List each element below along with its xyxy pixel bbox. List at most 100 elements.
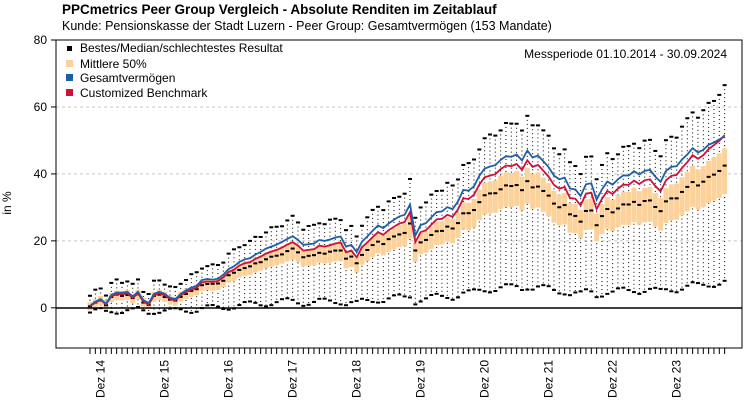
best-marker-2019-10: [407, 177, 412, 180]
best-marker-2023-01: [615, 153, 620, 156]
worst-marker-2024-08: [717, 283, 722, 286]
median-marker-2015-08: [141, 301, 146, 304]
band-2016-09: [210, 279, 216, 291]
worst-marker-2018-04: [311, 300, 316, 303]
chart-subtitle: Kunde: Pensionskasse der Stadt Luzern - …: [62, 19, 552, 33]
best-marker-2018-01: [295, 221, 300, 224]
median-marker-2018-02: [301, 256, 306, 259]
measurement-period: Messperiode 01.10.2014 - 30.09.2024: [524, 47, 727, 61]
best-marker-2024-01: [679, 125, 684, 128]
median-marker-2023-09: [658, 210, 663, 213]
worst-marker-2023-06: [642, 290, 647, 293]
median-marker-2019-02: [365, 248, 370, 251]
band-2023-06: [642, 187, 648, 223]
band-2022-09: [594, 213, 600, 242]
band-2022-04: [567, 203, 573, 233]
best-median-worst-markers: [88, 84, 727, 315]
median-marker-2016-12: [226, 274, 231, 277]
median-marker-2023-10: [663, 200, 668, 203]
band-2023-01: [615, 195, 621, 228]
median-marker-2020-06: [450, 227, 455, 230]
worst-marker-2020-09: [466, 289, 471, 292]
median-marker-2019-10: [407, 222, 412, 225]
worst-marker-2015-02: [109, 311, 114, 314]
worst-marker-2020-04: [439, 294, 444, 297]
median-marker-2021-06: [514, 184, 519, 187]
band-2018-12: [354, 256, 360, 273]
band-2020-04: [439, 220, 445, 245]
best-marker-2020-11: [477, 148, 482, 151]
band-2024-09: [722, 148, 728, 195]
median-marker-2020-02: [429, 233, 434, 236]
best-marker-2017-06: [258, 235, 263, 238]
median-marker-2014-10: [88, 305, 92, 308]
band-2018-07: [327, 244, 333, 263]
worst-marker-2023-01: [615, 287, 620, 290]
band-2021-12: [546, 183, 552, 217]
best-marker-2019-09: [402, 192, 407, 195]
best-marker-2024-03: [690, 111, 695, 114]
best-marker-2020-05: [445, 181, 450, 184]
median-marker-2017-04: [247, 265, 252, 268]
best-marker-2017-03: [242, 244, 247, 247]
median-marker-2021-01: [487, 192, 492, 195]
best-marker-2024-06: [706, 101, 711, 104]
band-2023-07: [647, 187, 653, 222]
best-marker-2021-11: [541, 129, 546, 132]
worst-marker-2017-04: [247, 300, 252, 303]
best-marker-2022-07: [583, 155, 588, 158]
band-2020-06: [450, 219, 456, 244]
median-marker-2016-05: [189, 289, 194, 292]
median-marker-2022-04: [567, 213, 572, 216]
best-marker-2016-07: [199, 267, 204, 270]
worst-marker-2022-06: [578, 290, 583, 293]
y-tick-label-80: 80: [34, 33, 48, 47]
band-2022-02: [556, 194, 562, 226]
x-tick-label-dez-15: Dez 15: [158, 360, 172, 398]
best-marker-2014-10: [88, 294, 92, 297]
best-marker-2017-09: [274, 225, 279, 228]
median-marker-2019-04: [375, 240, 380, 243]
median-marker-2023-11: [669, 197, 674, 200]
band-2021-04: [503, 172, 509, 207]
band-2021-01: [487, 181, 493, 214]
best-marker-2023-02: [621, 145, 626, 148]
best-marker-2015-02: [109, 281, 114, 284]
worst-marker-2024-09: [722, 279, 727, 282]
x-tick-label-dez-14: Dez 14: [94, 360, 108, 398]
best-marker-2021-08: [525, 114, 530, 117]
best-marker-2015-09: [146, 292, 151, 295]
band-2022-12: [610, 199, 616, 232]
best-marker-2018-02: [301, 228, 306, 231]
band-2024-04: [695, 169, 701, 210]
median-marker-2018-10: [343, 257, 348, 260]
median-marker-2015-05: [125, 293, 130, 296]
median-marker-2017-01: [231, 271, 236, 274]
worst-marker-2018-08: [333, 302, 338, 305]
band-2024-02: [684, 172, 690, 212]
median-marker-2016-09: [210, 282, 215, 285]
worst-marker-2023-07: [647, 287, 652, 290]
best-marker-2023-04: [631, 142, 636, 145]
legend-label-gesamtvermoegen: Gesamtvermögen: [80, 71, 175, 85]
x-tick-label-dez-16: Dez 16: [222, 360, 236, 398]
band-2017-05: [252, 257, 258, 273]
worst-marker-2021-08: [525, 288, 530, 291]
worst-marker-2019-02: [365, 299, 370, 302]
median-marker-2021-08: [525, 180, 530, 183]
best-marker-2015-05: [125, 280, 130, 283]
worst-marker-2018-12: [354, 299, 359, 302]
worst-marker-2021-03: [498, 286, 503, 289]
worst-marker-2018-03: [306, 303, 311, 306]
median-marker-2023-12: [674, 197, 679, 200]
best-marker-2019-06: [386, 200, 391, 203]
band-2021-10: [535, 172, 541, 208]
band-2017-12: [290, 241, 296, 260]
worst-marker-2016-12: [226, 308, 231, 311]
median-marker-2022-05: [573, 214, 578, 217]
median-marker-2021-11: [541, 189, 546, 192]
band-2024-07: [711, 157, 717, 201]
band-2018-08: [332, 243, 338, 262]
worst-marker-2024-02: [685, 284, 690, 287]
worst-marker-2019-07: [391, 294, 396, 297]
